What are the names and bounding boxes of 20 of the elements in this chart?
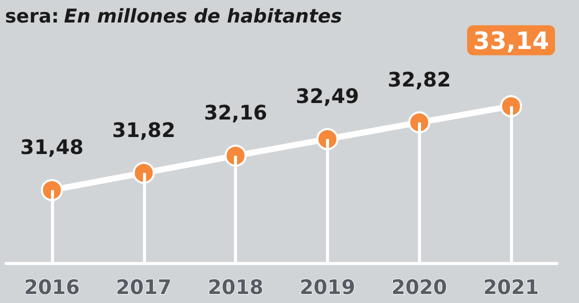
point [500,95,522,118]
chart-title: sera: [5,6,59,28]
data-label: 32,49 [296,84,360,108]
data-label: 32,16 [204,100,268,125]
point [40,179,63,202]
x-tick-label: 2021 [483,275,539,299]
x-tick-label: 2018 [208,275,264,299]
data-label: 31,82 [112,118,176,142]
x-tick-label: 2019 [300,275,356,299]
point [316,128,338,150]
point [132,162,155,184]
point [408,111,430,134]
x-tick-label: 2020 [391,275,448,299]
data-label: 31,48 [20,135,84,160]
x-tick-label: 2016 [24,275,80,299]
point [224,144,247,167]
x-tick-label: 2017 [116,275,172,299]
data-label: 32,82 [388,67,451,92]
data-label: 33,14 [473,27,550,56]
chart-subtitle: En millones de habitantes [64,6,342,28]
